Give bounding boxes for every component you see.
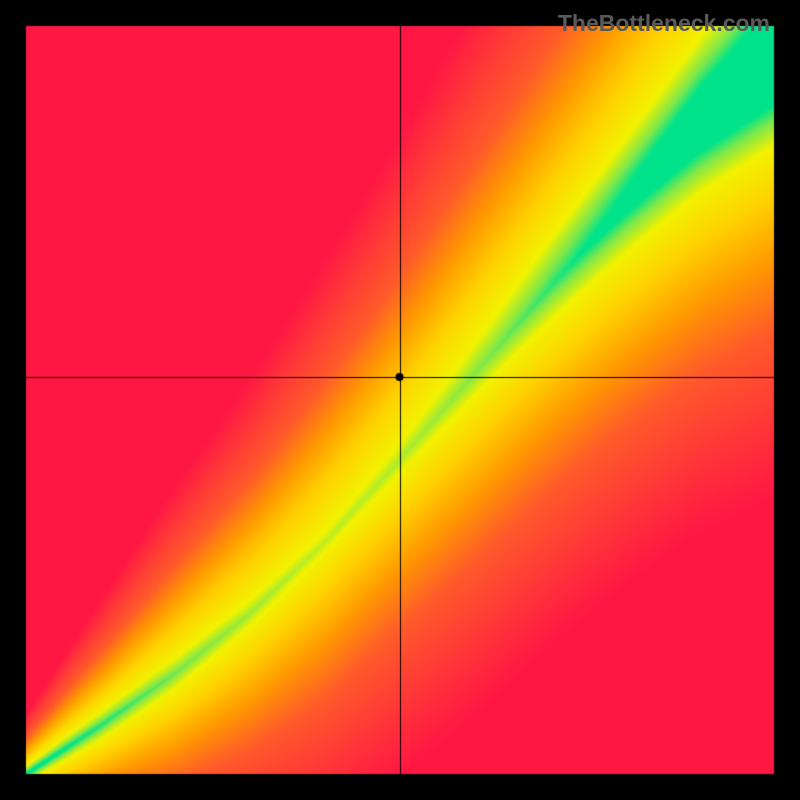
watermark-label: TheBottleneck.com <box>558 10 770 37</box>
chart-container: TheBottleneck.com <box>0 0 800 800</box>
bottleneck-heatmap <box>0 0 800 800</box>
